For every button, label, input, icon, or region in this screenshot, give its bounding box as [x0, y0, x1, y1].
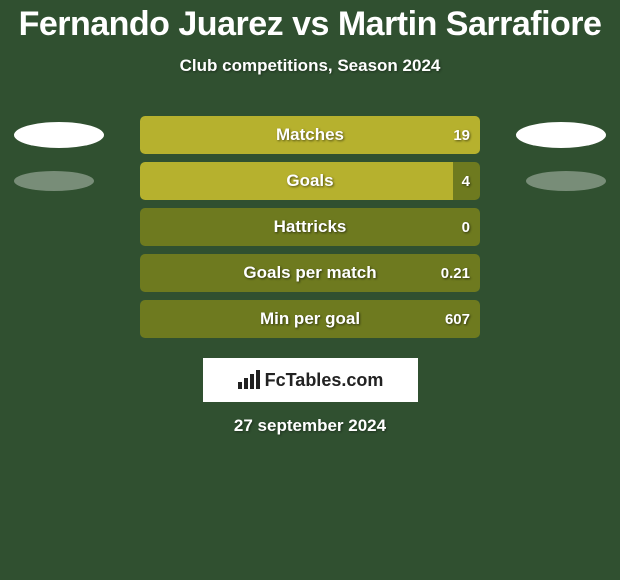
player-placeholder-left [14, 122, 104, 148]
stat-value: 0 [462, 208, 470, 246]
bar-chart-icon [237, 370, 261, 390]
stat-row: Hattricks0 [0, 208, 620, 246]
comparison-card: Fernando Juarez vs Martin Sarrafiore Clu… [0, 0, 620, 580]
date-line: 27 september 2024 [0, 416, 620, 436]
stat-label: Min per goal [140, 300, 480, 338]
player-placeholder-right [516, 122, 606, 148]
stat-row: Matches19 [0, 116, 620, 154]
stat-row: Min per goal607 [0, 300, 620, 338]
stat-row: Goals per match0.21 [0, 254, 620, 292]
player-placeholder-right [526, 171, 606, 191]
stat-label: Matches [140, 116, 480, 154]
stat-bar: Min per goal607 [140, 300, 480, 338]
page-title: Fernando Juarez vs Martin Sarrafiore [0, 5, 620, 44]
logo-text: FcTables.com [265, 370, 384, 391]
stat-row: Goals4 [0, 162, 620, 200]
stat-value: 0.21 [441, 254, 470, 292]
stat-bar: Hattricks0 [140, 208, 480, 246]
stat-bar: Matches19 [140, 116, 480, 154]
stat-label: Goals [140, 162, 480, 200]
player-placeholder-left [14, 171, 94, 191]
stat-bar: Goals4 [140, 162, 480, 200]
subtitle: Club competitions, Season 2024 [0, 56, 620, 76]
stat-value: 4 [462, 162, 470, 200]
stat-value: 607 [445, 300, 470, 338]
stat-label: Goals per match [140, 254, 480, 292]
stat-label: Hattricks [140, 208, 480, 246]
stat-value: 19 [453, 116, 470, 154]
logo-box: FcTables.com [203, 358, 418, 402]
stat-bar: Goals per match0.21 [140, 254, 480, 292]
stat-rows: Matches19 Goals4 Hattricks0 Goals per match… [0, 116, 620, 338]
